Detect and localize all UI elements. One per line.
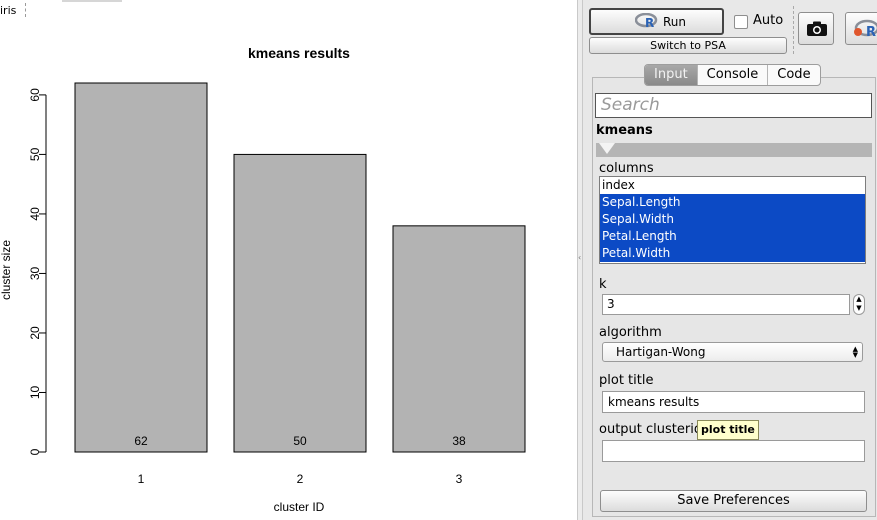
x-tick-label: 2 xyxy=(297,472,304,486)
y-tick-label: 40 xyxy=(28,207,42,221)
bar xyxy=(233,153,367,453)
y-tick-label: 50 xyxy=(28,147,42,161)
camera-icon xyxy=(807,21,827,36)
bar xyxy=(74,82,208,453)
bar-data-label: 38 xyxy=(452,434,466,448)
output-clusterid-label: output clusterid xyxy=(599,422,703,437)
algorithm-label: algorithm xyxy=(599,325,662,340)
list-item[interactable]: Petal.Length xyxy=(600,228,865,245)
columns-label: columns xyxy=(599,161,654,176)
snapshot-button[interactable] xyxy=(798,12,834,45)
collapse-bar[interactable] xyxy=(596,143,872,157)
select-arrows-icon: ▲ ▼ xyxy=(852,345,858,359)
splitter-grip-icon[interactable]: ‹ xyxy=(578,253,582,262)
pane-splitter[interactable]: ‹ xyxy=(577,0,583,520)
k-input[interactable]: 3 xyxy=(602,294,850,315)
list-item[interactable]: Sepal.Width xyxy=(600,211,865,228)
plot-area: iris kmeans results 62 50 38 0 10 20 30 40 50 60… xyxy=(0,0,577,514)
y-tick-label: 30 xyxy=(28,266,42,280)
output-clusterid-input[interactable] xyxy=(602,440,865,462)
list-item[interactable]: Petal.Width xyxy=(600,245,865,262)
active-tab-indicator xyxy=(62,0,122,2)
workspace-tab-iris[interactable]: iris xyxy=(0,4,17,17)
workspace-tabbar: iris xyxy=(0,0,577,20)
tab-separator xyxy=(25,3,26,17)
auto-label: Auto xyxy=(753,13,784,28)
r-logo-icon: R xyxy=(854,19,877,40)
tab-console[interactable]: Console xyxy=(696,65,768,85)
y-axis: 0 10 20 30 40 50 60 xyxy=(28,88,47,455)
svg-text:R: R xyxy=(645,16,654,29)
toolbar-separator xyxy=(793,6,794,54)
k-label: k xyxy=(599,277,607,292)
y-tick-label: 20 xyxy=(28,326,42,340)
r-dialog-button[interactable]: R xyxy=(845,12,877,45)
r-logo-icon: R xyxy=(635,13,658,29)
chart-title: kmeans results xyxy=(248,45,350,61)
run-label: Run xyxy=(663,15,687,29)
dialog-panel: R Run Auto Switch to PSA R Input Console… xyxy=(583,0,877,520)
y-tick-label: 0 xyxy=(28,448,42,455)
tab-input[interactable]: Input xyxy=(645,65,697,85)
tooltip: plot title xyxy=(697,420,759,440)
svg-text:R: R xyxy=(866,25,876,40)
x-tick-label: 1 xyxy=(138,472,145,486)
plot-title-label: plot title xyxy=(599,373,654,388)
tab-code[interactable]: Code xyxy=(767,65,819,85)
algorithm-value: Hartigan-Wong xyxy=(616,345,706,359)
auto-checkbox[interactable] xyxy=(734,15,748,29)
bar-data-label: 50 xyxy=(293,434,307,448)
section-title: kmeans xyxy=(596,123,653,138)
search-input[interactable]: Search xyxy=(595,93,872,118)
save-preferences-button[interactable]: Save Preferences xyxy=(600,490,867,512)
bar-data-label: 62 xyxy=(134,434,148,448)
x-axis: 1 2 3 xyxy=(138,472,463,486)
x-axis-label: cluster ID xyxy=(274,500,325,514)
plot-title-input[interactable]: kmeans results xyxy=(602,391,865,413)
list-item[interactable]: Sepal.Length xyxy=(600,194,865,211)
bar xyxy=(392,225,526,453)
y-axis-label: cluster size xyxy=(0,240,13,300)
switch-to-psa-button[interactable]: Switch to PSA xyxy=(589,37,787,54)
list-item[interactable]: index xyxy=(602,178,635,192)
x-tick-label: 3 xyxy=(456,472,463,486)
columns-listbox[interactable]: index Sepal.Length Sepal.Width Petal.Len… xyxy=(599,176,866,264)
triangle-down-icon[interactable] xyxy=(599,143,615,154)
y-tick-label: 60 xyxy=(28,88,42,102)
y-tick-label: 10 xyxy=(28,385,42,399)
algorithm-select[interactable]: Hartigan-Wong ▲ ▼ xyxy=(602,342,863,362)
k-stepper[interactable]: ▲ ▼ xyxy=(853,294,865,315)
view-tabs: Input Console Code xyxy=(644,64,821,86)
run-button[interactable]: R Run xyxy=(589,8,724,35)
